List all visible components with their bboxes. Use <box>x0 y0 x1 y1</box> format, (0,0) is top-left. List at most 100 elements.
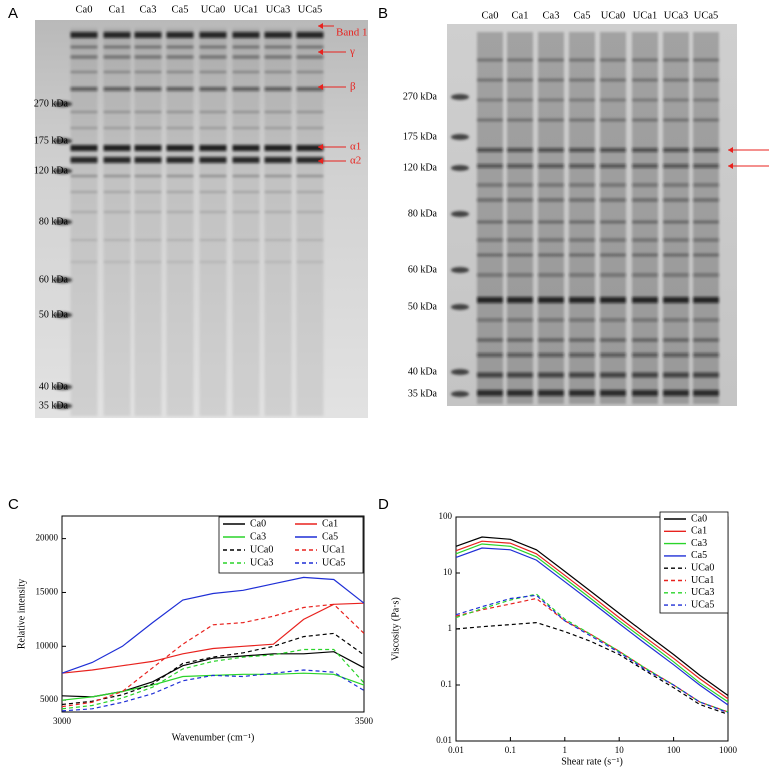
band <box>103 157 131 163</box>
band <box>569 98 595 102</box>
marker-label: 175 kDa <box>34 135 69 146</box>
band <box>507 353 533 357</box>
band <box>569 78 595 82</box>
arrow-head <box>318 23 323 29</box>
band <box>663 58 689 62</box>
band <box>134 145 162 151</box>
band <box>632 118 658 122</box>
x-tick-label: 1000 <box>719 745 738 755</box>
lane-label: Ca5 <box>574 10 591 21</box>
lane <box>538 32 564 404</box>
band <box>507 198 533 202</box>
lane <box>693 32 719 404</box>
band <box>538 390 564 396</box>
band <box>632 198 658 202</box>
band <box>103 71 131 73</box>
band <box>507 58 533 62</box>
arrow-head <box>318 144 323 150</box>
band <box>477 183 503 187</box>
band <box>199 211 227 213</box>
band <box>166 145 194 151</box>
series-line <box>61 672 365 701</box>
legend-box <box>659 511 729 614</box>
arrow-head <box>318 158 323 164</box>
band <box>538 238 564 242</box>
band <box>663 318 689 322</box>
y-tick-label: 10000 <box>36 640 59 650</box>
lane <box>166 28 194 416</box>
band <box>538 58 564 62</box>
ladder-band <box>451 94 469 100</box>
legend-label: Ca5 <box>691 550 707 561</box>
band <box>507 78 533 82</box>
band <box>600 273 626 277</box>
y-axis-label: Relative intensity <box>16 579 27 649</box>
ladder-band <box>451 391 469 397</box>
band <box>296 45 324 49</box>
ladder-band <box>451 369 469 375</box>
ladder-band <box>54 403 72 409</box>
legend-label: UCa3 <box>691 587 714 598</box>
band <box>600 390 626 396</box>
band <box>477 318 503 322</box>
y-tick-label: 1 <box>448 623 453 633</box>
band <box>507 273 533 277</box>
band <box>693 390 719 396</box>
band <box>507 220 533 224</box>
x-tick-label: 0.1 <box>505 745 516 755</box>
band <box>693 253 719 257</box>
band <box>296 71 324 73</box>
lane <box>134 28 162 416</box>
band <box>600 183 626 187</box>
lane <box>264 28 292 416</box>
band <box>103 145 131 151</box>
band <box>477 148 503 152</box>
band <box>538 183 564 187</box>
band <box>296 191 324 193</box>
lane-label: UCa5 <box>298 4 323 15</box>
band <box>166 32 194 38</box>
band <box>70 157 98 163</box>
band <box>70 71 98 73</box>
band <box>538 273 564 277</box>
band <box>166 157 194 163</box>
legend-label: Ca1 <box>691 526 707 537</box>
band <box>600 78 626 82</box>
ladder-band <box>451 165 469 171</box>
lane-label: Ca5 <box>172 4 189 15</box>
band <box>232 55 260 59</box>
legend-label: UCa5 <box>691 599 714 610</box>
ladder-band <box>54 277 72 283</box>
band <box>507 118 533 122</box>
band <box>296 32 324 38</box>
band <box>507 164 533 168</box>
legend-label: UCa1 <box>691 575 714 586</box>
series-line <box>61 602 365 674</box>
band <box>663 273 689 277</box>
lane <box>632 32 658 404</box>
band <box>134 261 162 263</box>
band-annotation: α2 <box>350 155 361 167</box>
band <box>477 98 503 102</box>
band <box>632 238 658 242</box>
x-axis-label: Shear rate (s⁻¹) <box>561 756 623 767</box>
band <box>600 198 626 202</box>
band <box>538 297 564 303</box>
band <box>569 297 595 303</box>
band <box>477 338 503 342</box>
band <box>199 145 227 151</box>
band <box>507 390 533 396</box>
band <box>103 87 131 91</box>
band <box>569 198 595 202</box>
band <box>477 353 503 357</box>
lane-label: Ca3 <box>543 10 560 21</box>
band <box>264 239 292 241</box>
band <box>663 198 689 202</box>
band <box>600 338 626 342</box>
marker-label: 270 kDa <box>403 91 438 102</box>
band <box>632 58 658 62</box>
band <box>264 111 292 113</box>
band <box>569 148 595 152</box>
band <box>632 297 658 303</box>
